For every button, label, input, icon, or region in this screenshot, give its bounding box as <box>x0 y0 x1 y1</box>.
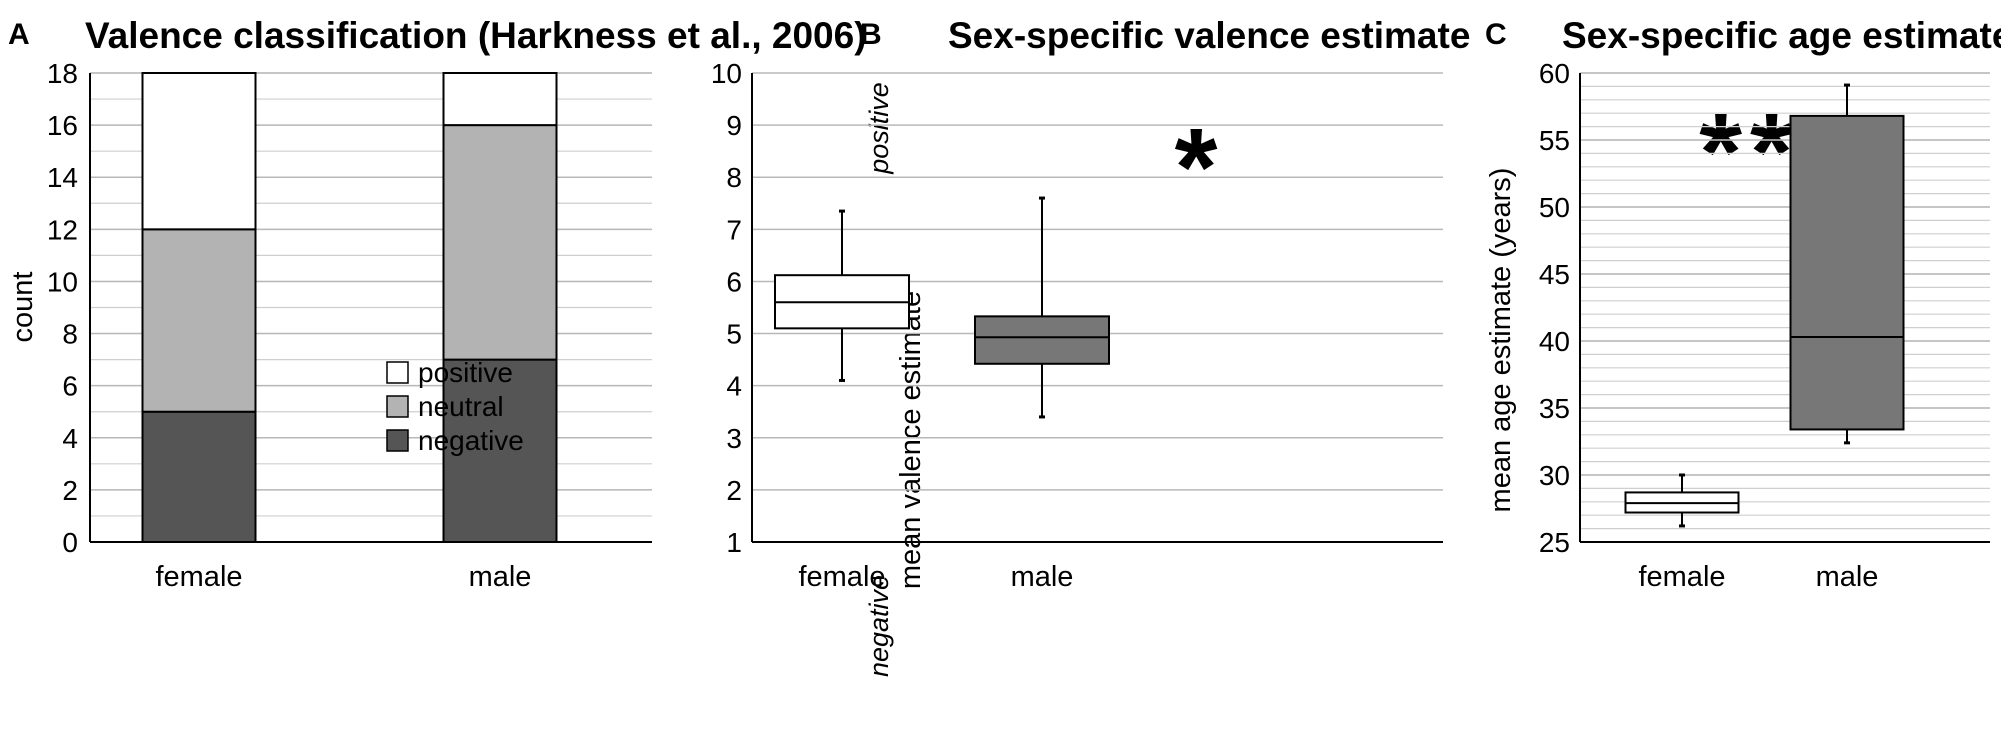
chart-c-box-male <box>1789 114 1905 431</box>
panel-letter-b: B <box>860 18 882 51</box>
chart-c-ytick-label: 55 <box>1539 125 1570 156</box>
chart-b-ytick-label: 9 <box>726 110 742 141</box>
chart-a-category-label-male: male <box>469 561 532 593</box>
chart-b-ylabel: mean valence estimate <box>895 291 927 589</box>
chart-c-ytick-label: 60 <box>1539 58 1570 89</box>
chart-a-bar-male-positive <box>442 72 558 127</box>
chart-b-ytick-label: 4 <box>726 371 742 402</box>
chart-a-bar-female-negative <box>141 410 257 543</box>
chart-a-ytick-label: 2 <box>62 475 78 506</box>
chart-c-plot: 25 30 35 40 45 50 55 60 female male <box>1539 58 1990 593</box>
legend-label-positive: positive <box>418 357 513 388</box>
chart-a-ytick-label: 12 <box>47 214 78 245</box>
chart-a-ytick-label: 6 <box>62 371 78 402</box>
chart-a-title: Valence classification (Harkness et al.,… <box>85 15 867 56</box>
panel-letter-a: A <box>8 18 30 51</box>
chart-a-ytick-label: 10 <box>47 266 78 297</box>
chart-c-significance-marker: ** <box>1699 91 1801 214</box>
chart-a-ytick-label: 0 <box>62 527 78 558</box>
chart-b-ytick-label: 1 <box>726 527 742 558</box>
chart-b-significance-marker: * <box>1175 106 1218 229</box>
chart-b-ytick-label: 6 <box>726 266 742 297</box>
chart-b-category-label-male: male <box>1011 561 1074 593</box>
chart-a-ytick-label: 18 <box>47 58 78 89</box>
chart-b-ytick-label: 8 <box>726 162 742 193</box>
chart-b-box-male <box>974 315 1110 365</box>
chart-b-ytick-label: 5 <box>726 319 742 350</box>
chart-c-category-label-male: male <box>1816 561 1879 593</box>
chart-a-bar-female-neutral <box>141 228 257 413</box>
panel-letter-c: C <box>1485 18 1507 51</box>
legend-label-negative: negative <box>418 425 524 456</box>
chart-b-ytick-label: 2 <box>726 475 742 506</box>
chart-c-ylabel: mean age estimate (years) <box>1485 168 1517 513</box>
chart-a-ylabel: count <box>7 272 39 343</box>
chart-b-plot: 1 2 3 4 5 6 7 8 9 10 female male <box>711 58 1443 593</box>
chart-b-title: Sex-specific valence estimate <box>948 15 1470 56</box>
chart-c-title: Sex-specific age estimate <box>1562 15 2001 56</box>
chart-b-ytick-label: 7 <box>726 214 742 245</box>
chart-a-bar-female-positive <box>141 72 257 231</box>
chart-a-bar-male-neutral <box>442 124 558 361</box>
chart-a-bar-male-negative <box>442 358 558 543</box>
chart-a-legend: positive neutral negative <box>386 357 524 456</box>
legend-swatch-negative <box>386 429 409 452</box>
chart-a-plot: 0 2 4 6 8 10 12 14 16 18 female male <box>47 58 652 593</box>
chart-c-category-label-female: female <box>1638 561 1725 593</box>
chart-b-ytick-label: 10 <box>711 58 742 89</box>
legend-label-neutral: neutral <box>418 391 504 422</box>
chart-b-negative-annotation: negative <box>864 575 894 677</box>
chart-a-ytick-label: 8 <box>62 319 78 350</box>
chart-c-ytick-label: 35 <box>1539 393 1570 424</box>
chart-c-ytick-label: 30 <box>1539 460 1570 491</box>
chart-a-category-label-female: female <box>155 561 242 593</box>
chart-b-positive-annotation: positive <box>864 82 894 175</box>
chart-c-ytick-label: 50 <box>1539 192 1570 223</box>
chart-a-ytick-label: 4 <box>62 423 78 454</box>
chart-a-ytick-label: 16 <box>47 110 78 141</box>
chart-b-ytick-label: 3 <box>726 423 742 454</box>
legend-swatch-neutral <box>386 395 409 418</box>
legend-swatch-positive <box>386 361 409 384</box>
chart-c-ytick-label: 25 <box>1539 527 1570 558</box>
chart-a-ytick-label: 14 <box>47 162 78 193</box>
chart-b-category-label-female: female <box>798 561 885 593</box>
chart-c-ytick-label: 40 <box>1539 326 1570 357</box>
chart-c-ytick-label: 45 <box>1539 259 1570 290</box>
